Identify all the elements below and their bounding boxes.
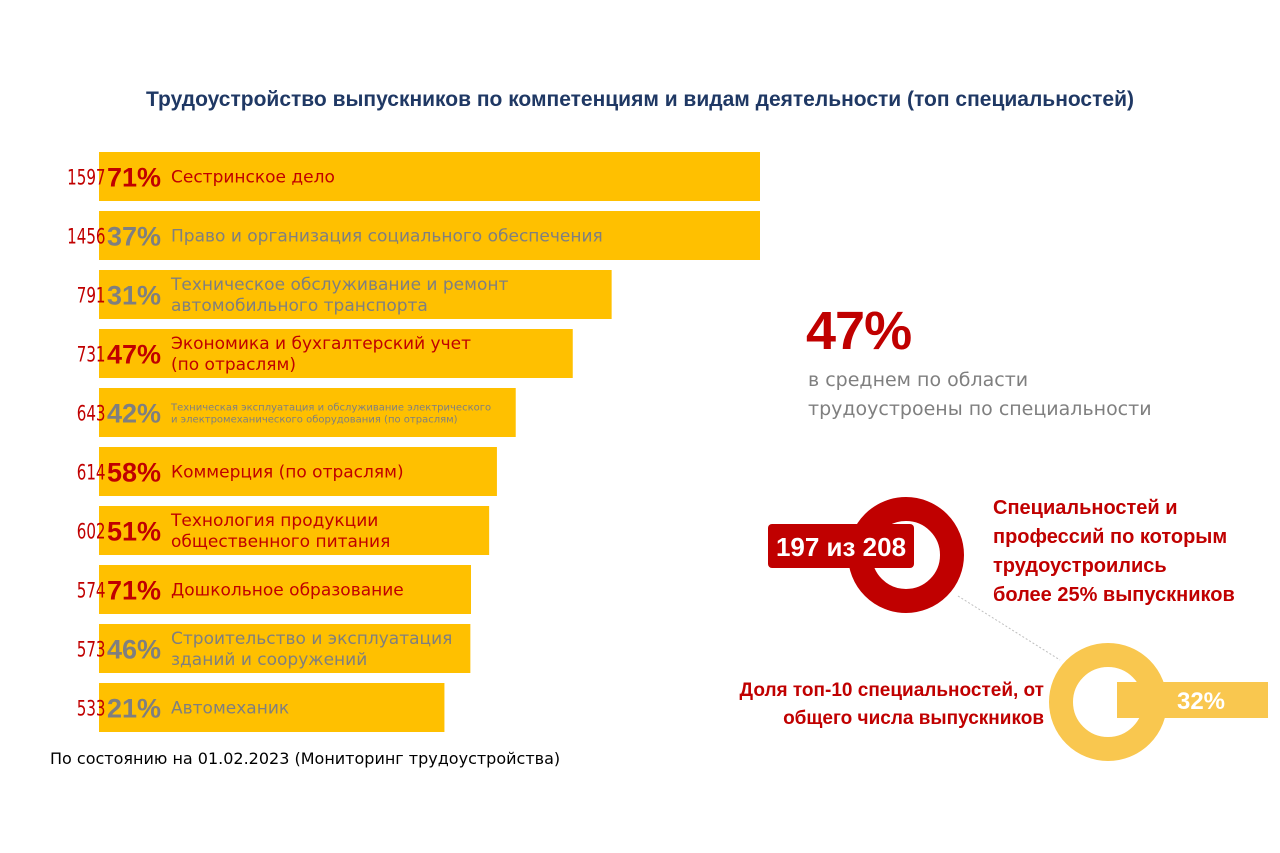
bar-pct-label: 58%	[107, 458, 161, 488]
bar-pct-label: 21%	[107, 694, 161, 724]
average-employment-caption: в среднем по области трудоустроены по сп…	[808, 366, 1208, 424]
bar-count-label: 1456	[67, 225, 105, 249]
bar-category-label-line: Сестринское дело	[171, 168, 335, 188]
bar-category-label: Коммерция (по отраслям)	[171, 463, 404, 483]
bar-category-label-line: Техническая эксплуатация и обслуживание …	[170, 403, 491, 414]
connector-line	[957, 595, 1061, 661]
bar-pct-label: 46%	[107, 635, 161, 665]
bar-category-label: Сестринское дело	[171, 168, 335, 188]
bar-category-label: Экономика и бухгалтерский учет (по отрасл…	[171, 334, 471, 375]
bar-category-label-line: Дошкольное образование	[171, 581, 404, 601]
bar-pct-label: 71%	[107, 576, 161, 606]
average-employment-pct: 47%	[806, 301, 912, 361]
bar-count-label: 574	[77, 579, 106, 603]
bar-category-label: Технология продукции общественного питани…	[170, 511, 390, 552]
top10-share-pct: 32%	[1177, 688, 1225, 715]
bar-pct-label: 51%	[107, 517, 161, 547]
bar	[99, 388, 516, 437]
bar-pct-label: 47%	[107, 340, 161, 370]
bar	[99, 211, 760, 260]
bar-category-label-line: автомобильного транспорта	[171, 296, 428, 316]
bar-category-label-line: Технология продукции	[170, 511, 378, 531]
bar-category-label: Техническая эксплуатация и обслуживание …	[170, 403, 491, 426]
bar-category-label: Право и организация социального обеспече…	[171, 227, 603, 247]
bar-count-label: 533	[77, 697, 106, 721]
bar-category-label: Дошкольное образование	[171, 581, 404, 601]
bar	[99, 506, 490, 555]
bar-category-label-line: (по отраслям)	[171, 355, 296, 375]
specialties-caption-line-1: Специальностей и	[993, 497, 1178, 519]
bar	[99, 152, 760, 201]
top10-share-caption: Доля топ-10 специальностей, от общего чи…	[690, 677, 1044, 733]
bar	[99, 447, 497, 496]
bar-pct-label: 71%	[107, 163, 161, 193]
bar-category-label-line: Автомеханик	[171, 699, 289, 719]
bar-count-label: 1597	[67, 166, 105, 190]
bar-pct-label: 31%	[107, 281, 161, 311]
bar-count-label: 643	[77, 402, 106, 426]
bar	[99, 624, 471, 673]
footnote: По состоянию на 01.02.2023 (Мониторинг т…	[50, 749, 561, 768]
top10-caption-line-2: общего числа выпускников	[783, 708, 1044, 729]
top10-caption-line-1: Доля топ-10 специальностей, от	[739, 680, 1044, 701]
bar-category-label: Строительство и эксплуатация зданий и соо…	[171, 629, 452, 670]
bar-category-label-line: общественного питания	[171, 532, 390, 552]
specialties-ratio-box	[768, 524, 914, 568]
bar-count-label: 614	[77, 461, 106, 485]
bar-category-label-line: Экономика и бухгалтерский учет	[171, 334, 471, 354]
bar	[99, 683, 445, 732]
bar-count-label: 731	[77, 343, 106, 367]
bar	[99, 565, 472, 614]
bar-category-label: Автомеханик	[171, 699, 289, 719]
specialties-caption: Специальностей и профессий по которым тр…	[993, 494, 1273, 610]
bar-category-label-line: Строительство и эксплуатация	[171, 629, 452, 649]
bar	[99, 329, 573, 378]
specialties-caption-line-4: более 25% выпускников	[993, 584, 1235, 606]
bar-category-label-line: Коммерция (по отраслям)	[171, 463, 404, 483]
specialties-ratio: 197 из 208	[776, 532, 906, 562]
bar-category-label: Техническое обслуживание и ремонт автомоб…	[170, 275, 508, 316]
bar-pct-label: 42%	[107, 399, 161, 429]
bar-category-label-line: и электромеханического оборудования (по …	[171, 415, 458, 426]
bar-count-label: 573	[77, 638, 106, 662]
top10-share-box	[1117, 682, 1268, 718]
bar	[99, 270, 612, 319]
bar-category-label-line: зданий и сооружений	[171, 650, 367, 670]
bar-count-label: 791	[77, 284, 106, 308]
bar-category-label-line: Право и организация социального обеспече…	[171, 227, 603, 247]
average-caption-line-2: трудоустроены по специальности	[808, 398, 1152, 420]
bar-category-label-line: Техническое обслуживание и ремонт	[170, 275, 508, 295]
bar-count-label: 602	[77, 520, 106, 544]
average-caption-line-1: в среднем по области	[808, 369, 1029, 391]
specialties-caption-line-3: трудоустроились	[993, 555, 1167, 577]
bar-pct-label: 37%	[107, 222, 161, 252]
specialties-caption-line-2: профессий по которым	[993, 526, 1228, 548]
chart-title: Трудоустройство выпускников по компетенц…	[146, 88, 1134, 111]
